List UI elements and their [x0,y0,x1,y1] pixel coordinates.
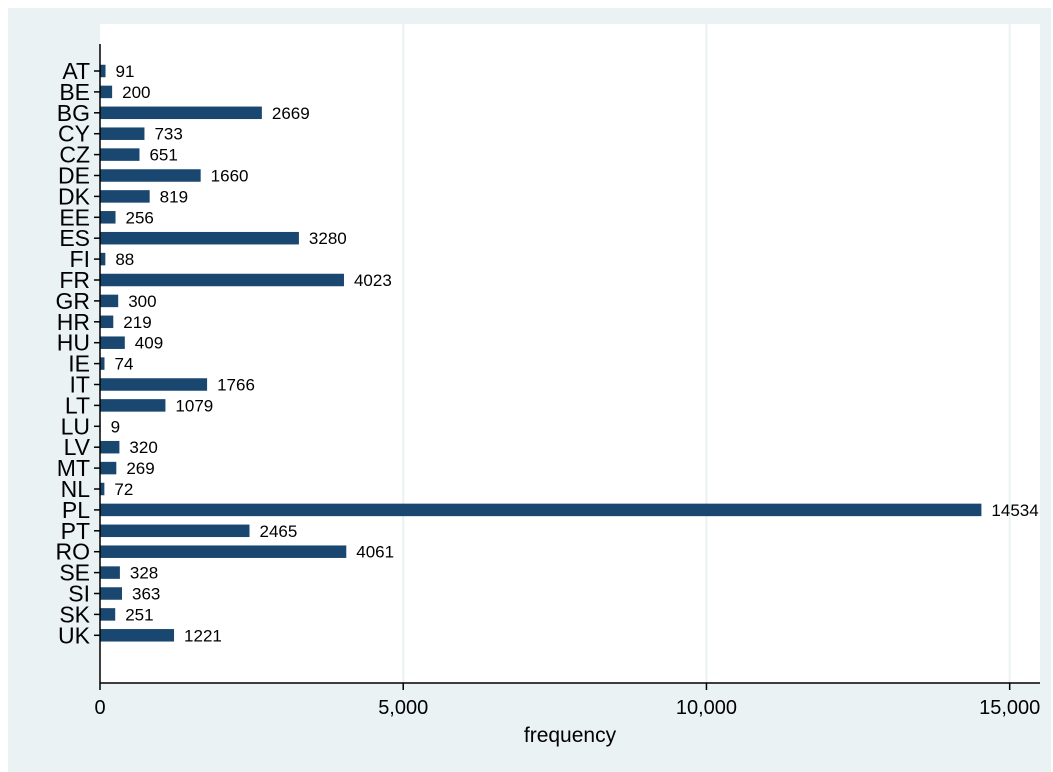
category-label-si: SI [68,581,90,607]
value-label-de: 1660 [211,167,249,186]
value-label-fr: 4023 [354,271,392,290]
value-label-fi: 88 [115,250,134,269]
category-label-lu: LU [61,413,90,439]
x-tick-label: 0 [94,697,105,719]
bar-hr [100,315,114,329]
value-label-hr: 219 [123,313,151,332]
category-label-mt: MT [57,455,90,481]
bar-lv [100,440,120,454]
bar-pt [100,524,250,538]
value-label-lu: 9 [111,417,120,436]
axes [94,44,1040,684]
value-label-cz: 651 [149,146,177,165]
bar-mt [100,461,117,475]
category-label-de: DE [58,163,90,189]
category-label-it: IT [70,372,90,398]
bar-ie [100,357,105,370]
value-label-nl: 72 [114,480,133,499]
bar-fr [100,273,344,287]
category-label-be: BE [59,79,90,105]
category-label-pt: PT [61,518,90,544]
bar-pl [100,503,982,517]
category-label-cy: CY [58,121,90,147]
category-label-dk: DK [58,183,91,209]
value-label-it: 1766 [217,376,255,395]
value-label-be: 200 [122,83,150,102]
category-label-ee: EE [59,204,90,230]
bar-be [100,85,113,99]
value-label-es: 3280 [309,229,347,248]
category-label-hu: HU [57,330,90,356]
bar-si [100,587,123,600]
bar-cz [100,148,140,161]
category-label-fr: FR [59,267,90,293]
value-label-ie: 74 [114,355,133,374]
x-tick-label: 5,000 [378,697,428,719]
value-label-sk: 251 [125,605,153,624]
bar-es [100,231,299,245]
bar-it [100,378,208,391]
bar-lt [100,399,166,412]
category-label-sk: SK [59,601,90,627]
value-label-hu: 409 [135,334,163,353]
value-label-se: 328 [130,564,158,583]
category-label-nl: NL [61,476,91,502]
category-labels: ATBEBGCYCZDEDKEEESFIFRGRHRHUIEITLTLULVMT… [56,58,91,648]
plot-area [100,24,1040,683]
category-label-fi: FI [70,246,90,272]
value-label-si: 363 [132,585,160,604]
value-label-cy: 733 [154,125,182,144]
category-label-gr: GR [56,288,91,314]
category-label-ie: IE [68,351,90,377]
bar-de [100,169,201,182]
category-label-bg: BG [57,100,90,126]
value-label-gr: 300 [128,292,156,311]
value-label-ee: 256 [126,208,154,227]
category-label-es: ES [59,225,90,251]
category-label-se: SE [59,560,90,586]
x-tick-label: 10,000 [676,697,737,719]
bar-ro [100,545,347,558]
value-label-bg: 2669 [272,104,310,123]
category-label-lt: LT [65,392,90,418]
bar-sk [100,608,116,621]
x-tick-label: 15,000 [979,697,1040,719]
category-label-cz: CZ [59,142,90,168]
value-label-uk: 1221 [184,626,222,645]
value-labels: 91 200 2669 733 651 1660 819 256 3280 88 4023 300 21… [111,62,1039,645]
category-label-at: AT [62,58,90,84]
bar-nl [100,482,105,496]
value-label-lt: 1079 [175,396,213,415]
bar-bg [100,106,262,120]
bar-dk [100,190,150,203]
bar-at [100,64,106,78]
category-label-lv: LV [64,434,91,460]
value-label-ro: 4061 [356,543,394,562]
bar-ee [100,211,116,224]
category-label-pl: PL [62,497,90,523]
bar-fi [100,252,106,266]
value-label-pl: 14534 [991,501,1038,520]
grid-lines [402,24,1011,683]
bar-uk [100,629,175,642]
value-label-lv: 320 [129,438,157,457]
category-label-hr: HR [57,309,90,335]
value-label-dk: 819 [160,187,188,206]
value-label-pt: 2465 [259,522,297,541]
bar-gr [100,294,119,308]
bar-se [100,566,120,579]
bars [100,64,982,642]
category-label-ro: RO [56,539,91,565]
value-label-mt: 269 [126,459,154,478]
value-label-at: 91 [116,62,135,81]
bar-cy [100,127,145,140]
category-label-uk: UK [58,622,91,648]
bar-hu [100,336,125,349]
x-ticks: 0 5,000 10,000 15,000 [94,683,1040,719]
x-axis-title: frequency [524,724,617,747]
